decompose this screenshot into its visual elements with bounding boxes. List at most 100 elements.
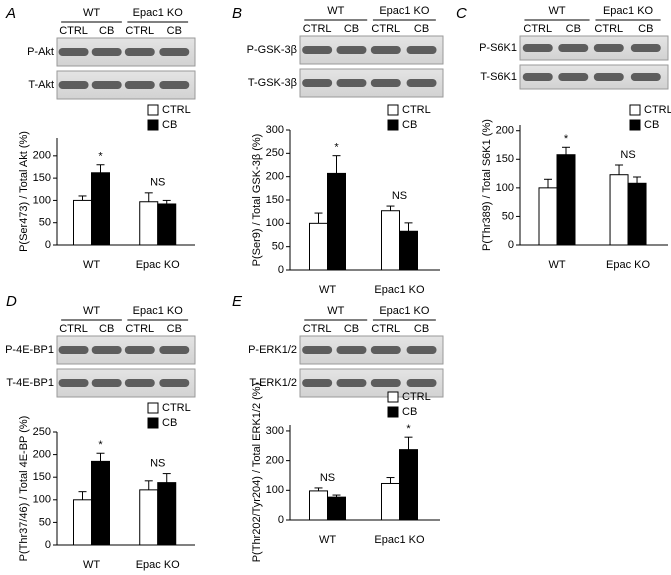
x-tick-label: Epac1 KO [374, 534, 425, 546]
blot-band [58, 379, 89, 387]
blot-lane-label: CTRL [523, 23, 552, 35]
legend-label: CB [162, 417, 177, 429]
significance-label: * [406, 423, 411, 435]
y-tick-label: 300 [266, 124, 284, 136]
significance-label: * [98, 439, 103, 451]
blot-lane-label: CB [99, 25, 114, 37]
y-tick-label: 150 [33, 172, 51, 184]
blot-lane-label: CB [344, 23, 359, 35]
blot-lane-label: CB [414, 323, 429, 335]
bar [309, 490, 328, 521]
blot-band [558, 73, 589, 81]
y-tick-label: 50 [39, 516, 51, 528]
blot-band [302, 79, 333, 87]
blot-lane-label: CTRL [125, 25, 154, 37]
y-tick-label: 300 [266, 425, 284, 437]
panel-letter: D [6, 293, 17, 310]
y-tick-label: 150 [266, 194, 284, 206]
blot-band [406, 379, 437, 387]
blot-row-label: T-GSK-3β [248, 77, 297, 89]
legend-label: CTRL [402, 104, 431, 116]
blot-lane-label: CTRL [303, 323, 332, 335]
y-axis-label: P(Ser473) / Total Akt (%) [18, 131, 30, 252]
blot-group-label: Epac1 KO [379, 5, 430, 17]
blot-band [159, 346, 190, 354]
blot-group-label: Epac1 KO [603, 5, 654, 17]
x-tick-label: WT [83, 559, 100, 571]
blot-row-label: T-S6K1 [480, 71, 517, 83]
y-tick-label: 50 [272, 241, 284, 253]
x-tick-label: WT [83, 259, 100, 271]
blot-band [124, 48, 155, 56]
blot-lane-label: CB [566, 23, 581, 35]
significance-label: NS [320, 472, 335, 484]
legend-label: CTRL [402, 391, 431, 403]
blot-band [630, 44, 661, 52]
y-tick-label: 100 [33, 494, 51, 506]
blot-band [159, 48, 190, 56]
bar [91, 172, 110, 246]
blot-lane-label: CB [344, 323, 359, 335]
bar [627, 182, 647, 246]
y-tick-label: 150 [496, 153, 514, 165]
bar [556, 154, 576, 246]
blot-band [336, 79, 367, 87]
blot-band [336, 346, 367, 354]
blot-band [406, 346, 437, 354]
bar [381, 210, 400, 271]
y-tick-label: 200 [33, 449, 51, 461]
significance-label: NS [392, 190, 407, 202]
blot-lane-label: CTRL [303, 23, 332, 35]
blot-group-label: WT [327, 5, 344, 17]
blot-lane-label: CTRL [371, 23, 400, 35]
y-tick-label: 0 [45, 239, 51, 251]
legend-swatch [387, 104, 399, 116]
y-tick-label: 200 [496, 125, 514, 137]
blot-band [58, 48, 89, 56]
blot-band [336, 46, 367, 54]
blot-band [370, 346, 401, 354]
legend-swatch [147, 417, 159, 429]
y-axis-label: P(Thr202/Tyr204) / Total ERK1/2 (%) [251, 383, 263, 563]
blot-lane-label: CTRL [59, 323, 88, 335]
bar [157, 203, 177, 246]
legend-label: CB [162, 119, 177, 131]
x-tick-label: WT [319, 534, 336, 546]
bar [327, 496, 346, 521]
blot-band [370, 379, 401, 387]
blot-band [58, 346, 89, 354]
bar [538, 187, 558, 246]
bar [157, 482, 177, 546]
significance-label: * [334, 142, 339, 154]
bar [399, 449, 418, 521]
blot-band [522, 44, 553, 52]
blot-lane-label: CB [638, 23, 653, 35]
blot-band [370, 46, 401, 54]
legend-swatch [629, 104, 641, 116]
blot-band [124, 346, 155, 354]
significance-label: NS [620, 149, 635, 161]
y-tick-label: 0 [278, 514, 284, 526]
significance-label: NS [150, 177, 165, 189]
panel: A WT Epac1 KO CTRL CB CTRL CB P-Akt T-Akt CTRL CB 0… [5, 5, 196, 271]
blot-row-label: T-Akt [28, 79, 54, 91]
blot-band [58, 81, 89, 89]
x-tick-label: Epac KO [136, 259, 180, 271]
legend-swatch [387, 391, 399, 403]
blot-lane-label: CB [167, 25, 182, 37]
blot-band [302, 346, 333, 354]
x-tick-label: Epac KO [136, 559, 180, 571]
x-tick-label: Epac1 KO [374, 284, 425, 296]
blot-row-label: P-GSK-3β [247, 44, 297, 56]
bar [73, 499, 92, 546]
legend-swatch [147, 119, 159, 131]
y-axis-label: P(Ser9) / Total GSK-3β (%) [251, 134, 263, 267]
legend-label: CB [644, 119, 659, 131]
legend-label: CB [402, 406, 417, 418]
blot-band [124, 379, 155, 387]
blot-band [522, 73, 553, 81]
y-axis-label: P(Thr389) / Total S6K1 (%) [481, 119, 493, 251]
blot-band [558, 44, 589, 52]
